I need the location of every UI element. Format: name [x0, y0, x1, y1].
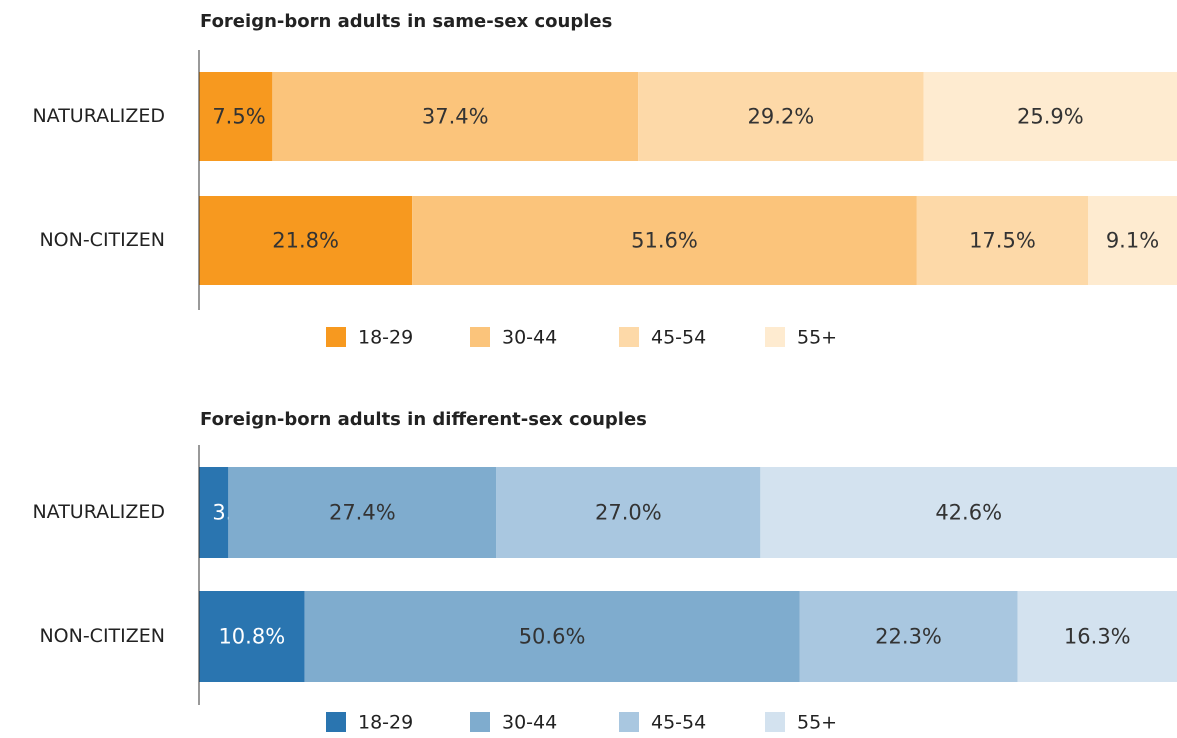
legend-label: 30-44: [502, 712, 557, 734]
legend-swatch: [765, 327, 785, 347]
legend-label: 30-44: [502, 327, 557, 349]
value-label: 27.0%: [595, 501, 662, 525]
legend-label: 45-54: [651, 327, 706, 349]
value-label: 17.5%: [969, 229, 1036, 253]
legend-label: 18-29: [358, 327, 413, 349]
legend-swatch: [326, 327, 346, 347]
legend-swatch: [326, 712, 346, 732]
chart-title: Foreign-born adults in same-sex couples: [200, 11, 612, 32]
value-label: 51.6%: [631, 229, 698, 253]
bar-segment: [638, 72, 924, 161]
bar-segment: [199, 591, 305, 682]
value-label: 29.2%: [748, 105, 815, 129]
value-label: 27.4%: [329, 501, 396, 525]
category-label: NON-CITIZEN: [39, 229, 165, 251]
value-label: 21.8%: [272, 229, 339, 253]
category-label: NATURALIZED: [32, 105, 165, 127]
bar-segment: [1017, 591, 1177, 682]
legend-label: 55+: [797, 327, 837, 349]
legend-label: 18-29: [358, 712, 413, 734]
legend-swatch: [619, 327, 639, 347]
value-label: 25.9%: [1017, 105, 1084, 129]
bar-segment: [199, 196, 413, 285]
bar-segment: [760, 467, 1177, 558]
bar-segment: [199, 72, 273, 161]
legend-label: 45-54: [651, 712, 706, 734]
legend-swatch: [470, 712, 490, 732]
value-label: 9.1%: [1106, 229, 1159, 253]
value-label: 37.4%: [422, 105, 489, 129]
bar-segment: [799, 591, 1018, 682]
value-label: 10.8%: [218, 625, 285, 649]
category-label: NON-CITIZEN: [39, 625, 165, 647]
legend-swatch: [765, 712, 785, 732]
bar-segment: [304, 591, 800, 682]
bar-segment: [1088, 196, 1177, 285]
bar-segment: [923, 72, 1177, 161]
bar-segment: [916, 196, 1089, 285]
chart-title: Foreign-born adults in different-sex cou…: [200, 409, 647, 430]
bar-segment: [199, 467, 229, 558]
value-label: 16.3%: [1064, 625, 1131, 649]
bar-segment: [496, 467, 761, 558]
legend-swatch: [619, 712, 639, 732]
bar-segment: [228, 467, 497, 558]
legend-label: 55+: [797, 712, 837, 734]
category-label: NATURALIZED: [32, 501, 165, 523]
value-label: 50.6%: [519, 625, 586, 649]
bar-segment: [272, 72, 639, 161]
legend-swatch: [470, 327, 490, 347]
bar-segment: [412, 196, 917, 285]
value-label: 7.5%: [212, 105, 265, 129]
value-label: 42.6%: [935, 501, 1002, 525]
value-label: 22.3%: [875, 625, 942, 649]
